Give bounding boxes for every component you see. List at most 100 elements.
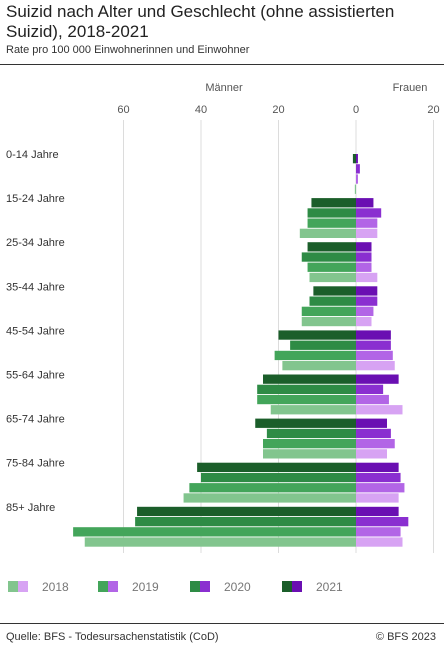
bar-women-2020 — [356, 517, 409, 527]
bar-women-2021 — [356, 330, 391, 340]
bar-women-2021 — [356, 374, 399, 384]
bar-women-2018 — [356, 405, 403, 415]
bar-men-2020 — [309, 296, 356, 306]
bar-men-2018 — [263, 449, 356, 459]
legend-swatch-men-2021 — [282, 581, 292, 592]
bar-women-2020 — [356, 340, 391, 350]
pyramid-chart: 60 40 20 0 20 Männer Frauen 0-14 Jahre 15-24 J… — [6, 82, 440, 594]
bar-women-2019 — [356, 174, 358, 184]
legend-swatch-women-2020 — [200, 581, 210, 592]
copyright-note: © BFS 2023 — [375, 631, 436, 643]
bar-women-2018 — [356, 228, 378, 238]
bar-women-2019 — [356, 394, 389, 405]
legend: 2018 2019 2020 2021 — [8, 580, 343, 594]
bar-women-2019 — [356, 262, 372, 272]
legend-label-2021: 2021 — [316, 580, 343, 594]
category-labels: 0-14 Jahre 15-24 Jahre 25-34 Jahre 35-44 Ja… — [6, 149, 65, 514]
category-label: 85+ Jahre — [6, 502, 55, 514]
category-label: 65-74 Jahre — [6, 414, 65, 426]
bar-men-2018 — [282, 361, 356, 371]
category-label: 35-44 Jahre — [6, 281, 65, 293]
bar-men-2020 — [301, 252, 356, 262]
legend-swatch-men-2018 — [8, 581, 18, 592]
legend-label-2019: 2019 — [132, 580, 159, 594]
legend-label-2018: 2018 — [42, 580, 69, 594]
bar-women-2018 — [356, 449, 387, 459]
legend-swatch-women-2018 — [18, 581, 28, 592]
bar-men-2021 — [255, 418, 356, 428]
category-label: 75-84 Jahre — [6, 458, 65, 470]
bar-men-2021 — [197, 462, 356, 472]
x-tick-label: 20 — [272, 104, 284, 116]
legend-label-2020: 2020 — [224, 580, 251, 594]
bar-men-2019 — [301, 306, 356, 316]
bar-women-2019 — [356, 218, 378, 228]
x-tick-labels: 60 40 20 0 20 — [117, 104, 439, 116]
category-label: 55-64 Jahre — [6, 370, 65, 382]
source-note: Quelle: BFS - Todesursachenstatistik (Co… — [6, 631, 219, 643]
legend-swatch-men-2020 — [190, 581, 200, 592]
chart-title: Suizid nach Alter und Geschlecht (ohne a… — [6, 2, 395, 41]
side-labels: Männer Frauen — [205, 82, 427, 94]
x-tick-label: 40 — [195, 104, 207, 116]
bar-men-2018 — [301, 316, 356, 327]
bar-women-2019 — [356, 483, 405, 493]
bar-men-2018 — [270, 405, 356, 415]
bar-women-2021 — [356, 462, 399, 472]
bar-women-2021 — [356, 418, 387, 428]
header-divider — [0, 64, 444, 65]
bar-men-2018 — [183, 493, 356, 503]
bar-men-2021 — [263, 374, 356, 384]
bar-women-2018 — [356, 316, 372, 327]
bar-men-2021 — [352, 154, 356, 164]
bar-women-2018 — [356, 272, 378, 283]
bar-men-2020 — [290, 340, 356, 350]
side-label-men: Männer — [205, 82, 243, 94]
category-label: 15-24 Jahre — [6, 193, 65, 205]
bar-women-2021 — [356, 154, 358, 164]
bar-men-2019 — [274, 350, 356, 361]
category-label: 25-34 Jahre — [6, 237, 65, 249]
bar-men-2019 — [189, 483, 356, 493]
bar-women-2019 — [356, 306, 374, 316]
bar-men-2018 — [299, 228, 356, 238]
side-label-women: Frauen — [393, 82, 428, 94]
bar-men-2020 — [201, 472, 356, 483]
bar-men-2020 — [266, 428, 356, 439]
bar-women-2019 — [356, 439, 395, 449]
category-label: 45-54 Jahre — [6, 325, 65, 337]
bar-women-2021 — [356, 286, 378, 296]
bar-men-2018 — [354, 184, 356, 194]
bar-men-2021 — [307, 242, 356, 252]
bar-men-2021 — [313, 286, 356, 296]
bar-women-2020 — [356, 296, 378, 306]
bar-men-2019 — [257, 394, 356, 405]
x-tick-label: 0 — [353, 104, 359, 116]
bars — [73, 154, 409, 547]
bar-men-2018 — [309, 272, 356, 283]
bar-men-2019 — [73, 527, 356, 537]
bar-men-2020 — [135, 517, 356, 527]
bar-men-2021 — [137, 506, 356, 517]
bar-women-2019 — [356, 350, 393, 361]
bar-men-2019 — [263, 439, 356, 449]
bar-women-2020 — [356, 384, 384, 394]
bar-women-2020 — [356, 252, 372, 262]
legend-swatch-men-2019 — [98, 581, 108, 592]
bar-men-2020 — [257, 384, 356, 394]
bar-men-2018 — [84, 537, 356, 547]
bar-women-2021 — [356, 506, 399, 517]
bar-men-2019 — [307, 262, 356, 272]
legend-swatch-women-2019 — [108, 581, 118, 592]
category-label: 0-14 Jahre — [6, 149, 59, 161]
bar-men-2021 — [278, 330, 356, 340]
bar-women-2019 — [356, 527, 401, 537]
bar-men-2019 — [307, 218, 356, 228]
chart-subtitle: Rate pro 100 000 Einwohnerinnen und Einw… — [6, 44, 250, 56]
bar-women-2018 — [356, 493, 399, 503]
bar-women-2020 — [356, 428, 391, 439]
bar-women-2021 — [356, 198, 374, 208]
bar-men-2021 — [311, 198, 356, 208]
bar-women-2020 — [356, 472, 401, 483]
x-tick-label: 60 — [117, 104, 129, 116]
